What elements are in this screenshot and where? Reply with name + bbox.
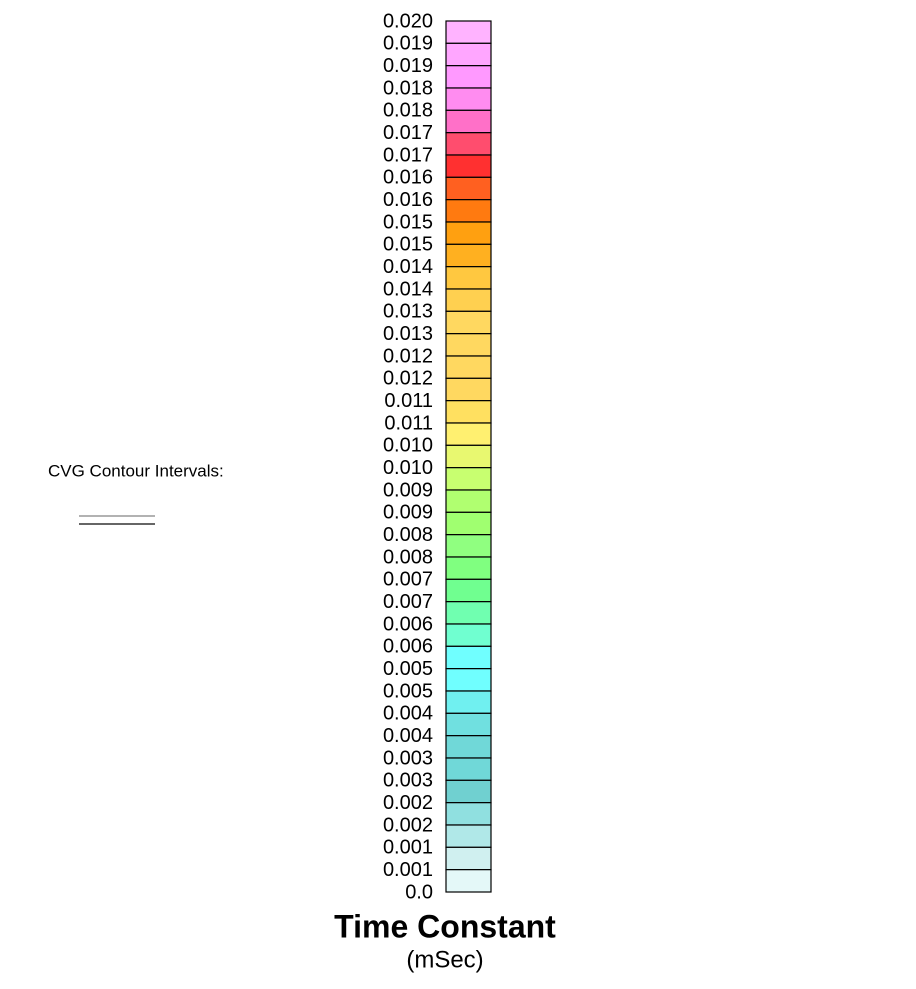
color-swatch xyxy=(445,444,492,469)
side-label: CVG Contour Intervals: xyxy=(48,461,224,480)
color-swatch xyxy=(445,578,492,603)
legend-label: 0.002 xyxy=(383,814,433,836)
color-swatch xyxy=(445,802,492,826)
color-swatch xyxy=(445,735,492,759)
color-swatch xyxy=(445,199,492,223)
legend-label: 0.003 xyxy=(383,747,433,769)
color-swatch xyxy=(445,779,492,804)
color-swatch xyxy=(445,355,492,379)
color-swatch xyxy=(445,712,492,737)
color-swatch xyxy=(445,400,492,424)
legend-label: 0.005 xyxy=(383,658,433,680)
legend-label: 0.012 xyxy=(383,345,433,367)
legend-label: 0.003 xyxy=(383,770,433,792)
legend-title: Time Constant xyxy=(334,908,556,944)
color-swatch xyxy=(445,310,492,335)
legend-label: 0.015 xyxy=(383,211,433,233)
color-swatch xyxy=(445,132,492,156)
legend-label: 0.0 xyxy=(405,881,433,903)
legend-label: 0.009 xyxy=(383,502,433,524)
legend-label: 0.014 xyxy=(383,278,433,300)
legend-label: 0.013 xyxy=(383,301,433,323)
color-swatch xyxy=(445,377,492,402)
color-swatch xyxy=(445,511,492,536)
legend-label: 0.008 xyxy=(383,524,433,546)
legend-label: 0.018 xyxy=(383,100,433,122)
legend-label: 0.017 xyxy=(383,122,433,144)
legend-label: 0.016 xyxy=(383,189,433,211)
color-swatch xyxy=(445,243,492,268)
legend-label: 0.015 xyxy=(383,234,433,256)
legend-label: 0.020 xyxy=(383,10,433,32)
legend-label: 0.012 xyxy=(383,368,433,390)
legend-label: 0.006 xyxy=(383,613,433,635)
legend-label: 0.006 xyxy=(383,636,433,658)
color-swatch xyxy=(445,556,492,580)
legend-label: 0.004 xyxy=(383,725,433,747)
legend-label: 0.019 xyxy=(383,33,433,55)
color-swatch xyxy=(445,87,492,111)
color-swatch xyxy=(445,221,492,245)
legend-unit: (mSec) xyxy=(406,946,483,973)
legend-label: 0.011 xyxy=(384,390,433,412)
color-swatch xyxy=(445,266,492,290)
color-swatch xyxy=(445,422,492,446)
legend-label: 0.014 xyxy=(383,256,433,278)
color-swatch xyxy=(445,489,492,513)
color-swatch xyxy=(445,467,492,491)
legend-label: 0.016 xyxy=(383,167,433,189)
color-swatch xyxy=(445,65,492,89)
color-swatch xyxy=(445,846,492,871)
legend-label: 0.007 xyxy=(383,569,433,591)
color-swatch xyxy=(445,154,492,178)
legend-label: 0.018 xyxy=(383,77,433,99)
color-swatch xyxy=(445,869,492,893)
color-swatch xyxy=(445,534,492,558)
legend-label: 0.004 xyxy=(383,703,433,725)
color-swatch xyxy=(445,288,492,312)
color-swatch xyxy=(445,333,492,357)
legend-label: 0.010 xyxy=(383,435,433,457)
legend-label: 0.008 xyxy=(383,546,433,568)
legend-label: 0.002 xyxy=(383,792,433,814)
color-swatch xyxy=(445,601,492,625)
legend-label: 0.007 xyxy=(383,591,433,613)
color-swatch xyxy=(445,645,492,670)
color-swatch xyxy=(445,690,492,714)
color-swatch xyxy=(445,757,492,781)
color-swatch xyxy=(445,42,492,67)
legend-label: 0.005 xyxy=(383,680,433,702)
legend-label: 0.009 xyxy=(383,479,433,501)
color-swatch xyxy=(445,176,492,201)
legend-label: 0.001 xyxy=(383,837,433,859)
color-swatch xyxy=(445,109,492,134)
legend-label: 0.010 xyxy=(383,457,433,479)
color-swatch xyxy=(445,623,492,647)
legend-label: 0.013 xyxy=(383,323,433,345)
color-swatch xyxy=(445,668,492,692)
legend-label: 0.019 xyxy=(383,55,433,77)
legend-label: 0.001 xyxy=(383,859,433,881)
legend-label: 0.011 xyxy=(384,412,433,434)
color-swatch xyxy=(445,824,492,848)
legend-label: 0.017 xyxy=(383,144,433,166)
color-swatch xyxy=(445,20,492,44)
